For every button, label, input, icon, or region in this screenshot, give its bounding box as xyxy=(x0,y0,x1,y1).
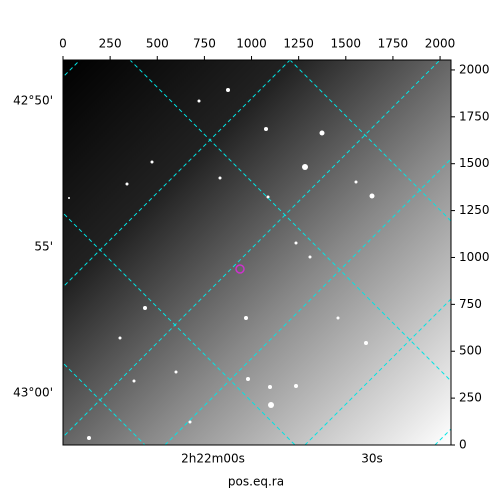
x-tick-label: 250 xyxy=(99,37,122,51)
y-tick-label: 250 xyxy=(459,391,482,405)
ra-tick-label: 30s xyxy=(361,452,383,466)
dec-tick-label: 55' xyxy=(34,240,53,254)
x-tick-label: 500 xyxy=(146,37,169,51)
x-tick-label: 1000 xyxy=(236,37,267,51)
dec-tick-label: 43°00' xyxy=(13,386,53,400)
y-tick-label: 750 xyxy=(459,297,482,311)
sky-image xyxy=(63,60,451,445)
dec-tick-label: 42°50' xyxy=(13,94,53,108)
target-marker xyxy=(235,264,245,274)
y-tick-label: 500 xyxy=(459,344,482,358)
x-tick-label: 1500 xyxy=(331,37,362,51)
y-tick-label: 1250 xyxy=(459,203,490,217)
x-tick-label: 750 xyxy=(193,37,216,51)
frame xyxy=(62,59,452,446)
x-tick-label: 2000 xyxy=(425,37,456,51)
y-tick-label: 1000 xyxy=(459,250,490,264)
y-tick-label: 1500 xyxy=(459,156,490,170)
x-tick-label: 1250 xyxy=(283,37,314,51)
y-tick-label: 1750 xyxy=(459,109,490,123)
x-tick-label: 0 xyxy=(59,37,67,51)
x-axis-label: pos.eq.ra xyxy=(228,475,284,489)
y-tick-label: 2000 xyxy=(459,62,490,76)
y-tick-label: 0 xyxy=(459,438,467,452)
x-tick-label: 1750 xyxy=(378,37,409,51)
coordinate-grid xyxy=(63,60,451,445)
stars xyxy=(68,88,375,440)
ra-tick-label: 2h22m00s xyxy=(181,452,245,466)
